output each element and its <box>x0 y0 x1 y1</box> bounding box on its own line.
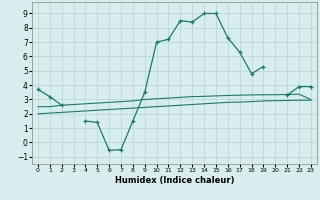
X-axis label: Humidex (Indice chaleur): Humidex (Indice chaleur) <box>115 176 234 185</box>
